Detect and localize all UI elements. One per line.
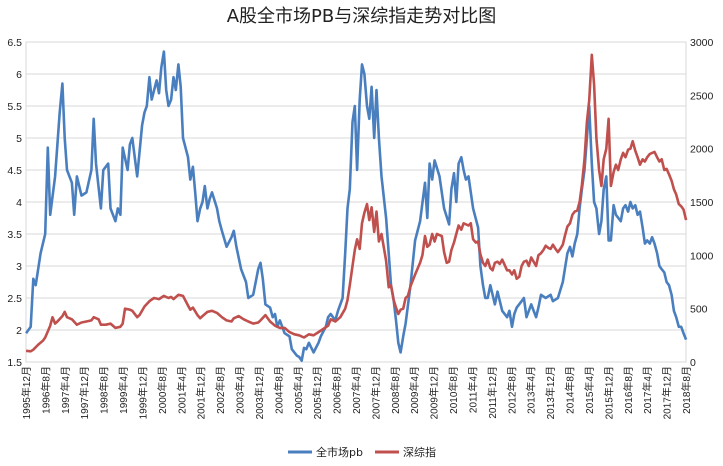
series-lines (25, 50, 688, 362)
x-tick-label: 1998年8月 (98, 366, 111, 414)
chart-title: A股全市场PB与深综指走势对比图 (227, 6, 497, 27)
y-left-tick-label: 5.5 (7, 101, 22, 113)
y-axis-left: 1.5 2 2.5 3 3.5 4 4.5 5 5.5 6 6.5 (7, 37, 22, 369)
x-tick-label: 2014年8月 (564, 366, 577, 414)
series-line-pb (25, 50, 688, 362)
legend-label-szzz: 深综指 (403, 445, 436, 459)
x-tick-label: 2005年12月 (311, 366, 324, 419)
x-tick-label: 1999年12月 (136, 366, 149, 419)
x-tick-label: 2018年8月 (680, 366, 693, 414)
y-right-tick-label: 2000 (690, 144, 714, 156)
x-tick-label: 1996年8月 (39, 366, 52, 414)
x-tick-label: 2006年8月 (331, 366, 344, 414)
x-tick-label: 2017年12月 (661, 366, 674, 419)
x-tick-label: 2008年8月 (389, 366, 402, 414)
x-axis: 1995年12月 1996年8月 1997年4月 1997年12月 1998年8月 199… (20, 366, 693, 419)
y-left-tick-label: 6 (16, 69, 22, 81)
legend-label-pb: 全市场pb (316, 445, 363, 459)
y-right-tick-label: 1000 (690, 250, 714, 262)
y-left-tick-label: 6.5 (7, 37, 22, 49)
x-tick-label: 2012年8月 (505, 366, 518, 414)
plot-border (25, 41, 687, 363)
x-tick-label: 2005年4月 (292, 366, 305, 414)
x-tick-label: 1999年4月 (117, 366, 130, 414)
y-left-tick-label: 2 (16, 325, 22, 337)
y-right-tick-label: 0 (690, 357, 696, 369)
y-left-tick-label: 1.5 (7, 357, 22, 369)
x-tick-label: 1997年12月 (78, 366, 91, 419)
x-tick-label: 2003年4月 (234, 366, 247, 414)
x-tick-label: 2007年12月 (369, 366, 382, 419)
y-right-tick-label: 1500 (690, 197, 714, 209)
x-tick-label: 2009年12月 (428, 366, 441, 419)
x-tick-label: 2013年12月 (544, 366, 557, 419)
series-line-szzz (25, 53, 688, 353)
y-left-tick-label: 3.5 (7, 229, 22, 241)
x-tick-label: 2000年8月 (156, 366, 169, 414)
x-tick-label: 2009年4月 (408, 366, 421, 414)
x-tick-label: 2016年8月 (622, 366, 635, 414)
y-left-tick-label: 3 (16, 261, 22, 273)
y-right-tick-label: 2500 (690, 90, 714, 102)
y-right-tick-label: 3000 (690, 37, 714, 49)
x-tick-label: 2017年4月 (641, 366, 654, 414)
x-tick-label: 2001年12月 (195, 366, 208, 419)
y-left-tick-label: 4 (16, 197, 22, 209)
legend: 全市场pb 深综指 (288, 445, 436, 459)
x-tick-label: 2007年4月 (350, 366, 363, 414)
y-axis-right: 0 500 1000 1500 2000 2500 3000 (690, 37, 714, 369)
x-tick-label: 2003年12月 (253, 366, 266, 419)
x-tick-label: 1997年4月 (59, 366, 72, 414)
x-tick-label: 2015年4月 (583, 366, 596, 414)
x-tick-label: 1995年12月 (20, 366, 33, 419)
y-left-tick-label: 2.5 (7, 293, 22, 305)
x-tick-label: 2010年8月 (447, 366, 460, 414)
y-left-tick-label: 5 (16, 133, 22, 145)
x-tick-label: 2013年4月 (525, 366, 538, 414)
x-tick-label: 2011年12月 (486, 366, 499, 419)
x-tick-label: 2011年4月 (466, 366, 479, 413)
x-tick-label: 2002年8月 (214, 366, 227, 414)
y-right-tick-label: 500 (690, 304, 708, 316)
y-left-tick-label: 4.5 (7, 165, 22, 177)
x-tick-label: 2015年12月 (602, 366, 615, 419)
x-tick-label: 2001年4月 (175, 366, 188, 414)
x-tick-label: 2004年8月 (272, 366, 285, 414)
